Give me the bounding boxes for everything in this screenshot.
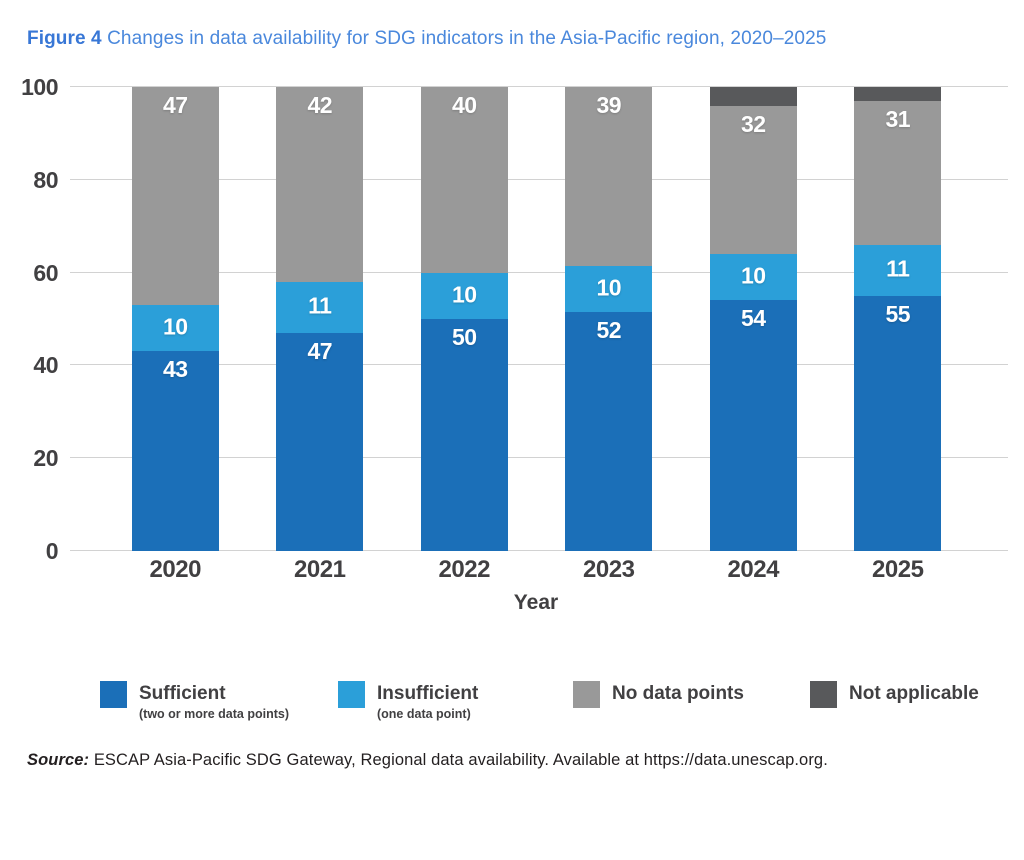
- legend-item-no-data-points: No data points: [573, 681, 744, 708]
- segment-2020-insufficient: 10: [131, 305, 219, 352]
- source-label: Source:: [27, 751, 90, 769]
- segment-2025-insufficient: 11: [854, 244, 942, 296]
- value-label: 10: [596, 274, 622, 301]
- legend-item-not-applicable: Not applicable: [810, 681, 979, 708]
- segment-2025-sufficient: 55: [854, 295, 942, 551]
- value-label: 10: [451, 281, 477, 308]
- value-label: 32: [740, 110, 766, 137]
- x-tick-label-2023: 2023: [583, 556, 635, 583]
- segment-2025-no-data-points: 31: [854, 100, 942, 245]
- legend-label: Not applicable: [849, 683, 979, 704]
- figure-number-label: Figure 4: [27, 28, 102, 49]
- segment-2025-not-applicable: [854, 87, 942, 101]
- source-note: Source: ESCAP Asia-Pacific SDG Gateway, …: [27, 751, 828, 770]
- figure-title: Figure 4 Changes in data availability fo…: [27, 28, 826, 50]
- legend-item-sufficient: Sufficient (two or more data points): [100, 681, 289, 721]
- y-tick-label-80: 80: [33, 166, 58, 193]
- legend-label: Insufficient: [377, 683, 479, 704]
- legend-swatch-icon: [338, 681, 365, 708]
- value-label: 50: [451, 324, 477, 350]
- gridline-80: [70, 178, 1008, 180]
- segment-2020-no-data-points: 47: [131, 87, 219, 306]
- x-axis-title: Year: [513, 591, 559, 614]
- legend-text: Not applicable: [849, 681, 979, 706]
- gridline-60: [70, 271, 1008, 273]
- segment-2024-no-data-points: 32: [709, 105, 797, 255]
- segment-2024-sufficient: 54: [709, 300, 797, 551]
- legend-swatch-icon: [100, 681, 127, 708]
- segment-2020-sufficient: 43: [131, 351, 219, 551]
- legend-sublabel: (one data point): [377, 706, 471, 721]
- value-label: 47: [307, 337, 333, 364]
- value-label: 42: [307, 92, 333, 119]
- value-label: 43: [162, 356, 188, 383]
- segment-2023-sufficient: 52: [565, 312, 653, 551]
- y-tick-label-40: 40: [33, 352, 58, 379]
- source-text: ESCAP Asia-Pacific SDG Gateway, Regional…: [89, 751, 828, 769]
- value-label: 10: [162, 313, 188, 340]
- y-tick-label-100: 100: [21, 74, 58, 100]
- segment-2024-not-applicable: [709, 87, 797, 106]
- bar-2024: 54 10 32: [709, 87, 797, 551]
- legend-text: No data points: [612, 681, 744, 706]
- plot-area: 43 10 47 47 11 42 50 10 40 52 10 39 54 10 32 55 11 31: [70, 86, 1008, 551]
- value-label: 11: [886, 255, 910, 282]
- legend-sublabel: (two or more data points): [139, 706, 289, 721]
- gridline-40: [70, 364, 1008, 366]
- segment-2021-insufficient: 11: [276, 281, 364, 333]
- value-label: 55: [885, 300, 911, 327]
- legend: Sufficient (two or more data points) Insuf…: [0, 681, 1024, 736]
- gridline-20: [70, 457, 1008, 459]
- segment-2022-sufficient: 50: [420, 319, 508, 551]
- segment-2022-insufficient: 10: [420, 272, 508, 319]
- gridline-0: [70, 550, 1008, 551]
- legend-label: No data points: [612, 683, 744, 704]
- gridline-100: [70, 86, 1008, 87]
- segment-2023-no-data-points: 39: [565, 87, 653, 267]
- figure-title-text: Changes in data availability for SDG ind…: [101, 28, 827, 49]
- value-label: 31: [885, 105, 911, 132]
- y-tick-label-0: 0: [45, 538, 59, 564]
- value-label: 10: [740, 262, 766, 289]
- x-tick-label-2022: 2022: [438, 556, 491, 583]
- bar-2021: 47 11 42: [276, 87, 364, 551]
- value-label: 54: [740, 305, 766, 332]
- legend-text: Insufficient (one data point): [377, 681, 478, 721]
- bar-2023: 52 10 39: [565, 87, 653, 551]
- y-tick-label-20: 20: [33, 445, 58, 472]
- segment-2023-insufficient: 10: [565, 266, 653, 313]
- legend-swatch-icon: [810, 681, 837, 708]
- legend-label: Sufficient: [139, 683, 226, 704]
- y-tick-label-60: 60: [33, 259, 58, 286]
- value-label: 40: [451, 92, 477, 119]
- value-label: 11: [308, 292, 332, 319]
- x-tick-label-2021: 2021: [294, 556, 346, 583]
- segment-2021-sufficient: 47: [276, 332, 364, 551]
- segment-2022-no-data-points: 40: [420, 87, 508, 273]
- bar-2025: 55 11 31: [854, 87, 942, 551]
- segment-2021-no-data-points: 42: [276, 87, 364, 282]
- value-label: 39: [596, 92, 622, 119]
- x-tick-label-2020: 2020: [149, 556, 202, 583]
- segment-2024-insufficient: 10: [709, 254, 797, 301]
- bar-2020: 43 10 47: [131, 87, 219, 551]
- value-label: 52: [596, 317, 622, 344]
- legend-text: Sufficient (two or more data points): [139, 681, 289, 721]
- legend-swatch-icon: [573, 681, 600, 708]
- value-label: 47: [162, 92, 188, 119]
- legend-item-insufficient: Insufficient (one data point): [338, 681, 478, 721]
- bar-2022: 50 10 40: [420, 87, 508, 551]
- x-tick-label-2025: 2025: [872, 556, 924, 583]
- x-tick-label-2024: 2024: [727, 556, 780, 583]
